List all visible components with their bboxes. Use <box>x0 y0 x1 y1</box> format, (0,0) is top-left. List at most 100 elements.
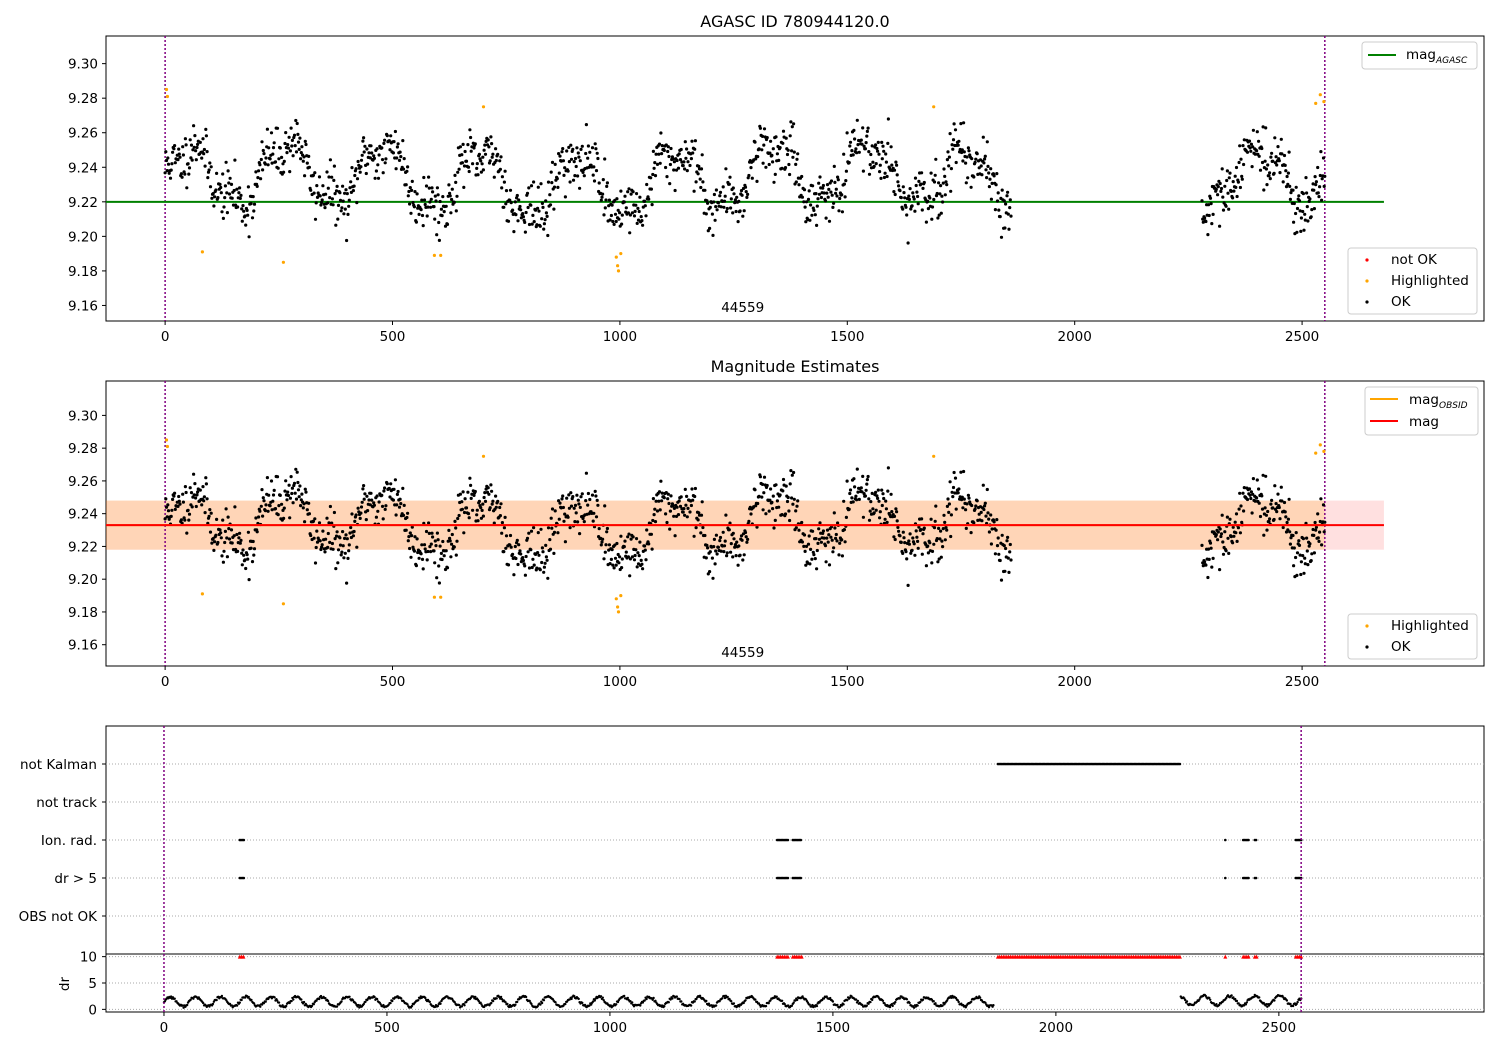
ok-point <box>325 516 329 520</box>
ok-point <box>212 204 216 208</box>
ok-point <box>914 183 918 188</box>
ok-point <box>1231 541 1235 545</box>
ok-point <box>410 179 414 183</box>
ok-point <box>654 499 658 503</box>
ok-point <box>367 151 371 155</box>
ok-point <box>502 205 506 209</box>
ok-point <box>998 558 1002 563</box>
ok-point <box>916 539 920 544</box>
ok-point <box>935 191 939 196</box>
ok-point <box>1305 549 1309 553</box>
ok-point <box>857 150 861 154</box>
ok-point <box>242 209 246 213</box>
ok-point <box>1250 165 1254 169</box>
ok-point <box>529 184 534 188</box>
ok-point <box>510 552 515 556</box>
ok-point <box>833 526 837 530</box>
ok-point <box>1221 208 1226 212</box>
ok-point <box>872 511 876 515</box>
ok-point <box>532 563 536 567</box>
ok-point <box>540 560 544 565</box>
ok-point <box>657 152 661 156</box>
dr-point <box>623 994 626 998</box>
ok-point <box>715 552 719 556</box>
y-tick-label: 0 <box>88 1002 97 1018</box>
ok-point <box>960 495 964 499</box>
ok-point <box>233 158 237 162</box>
ok-point <box>449 211 453 215</box>
ok-point <box>837 209 841 213</box>
ok-point <box>380 493 384 497</box>
dr-point <box>247 995 250 999</box>
ok-point <box>769 487 773 491</box>
ok-point <box>1226 536 1230 540</box>
ok-point <box>632 214 637 218</box>
ok-point <box>594 515 599 519</box>
ok-point <box>640 219 644 223</box>
ok-point <box>509 545 513 549</box>
ok-point <box>297 147 301 151</box>
ok-point <box>825 183 830 187</box>
ok-point <box>211 537 215 541</box>
ok-point <box>380 146 384 150</box>
ok-point <box>1226 191 1230 195</box>
highlighted-point <box>164 438 169 442</box>
ok-point <box>1299 572 1303 577</box>
ok-point <box>489 135 493 139</box>
ok-point <box>1281 525 1285 530</box>
ok-point <box>987 530 992 534</box>
highlighted-point <box>432 595 436 599</box>
dr-point <box>894 1000 897 1004</box>
ok-point <box>508 198 512 202</box>
ok-point <box>343 551 347 555</box>
ok-point <box>453 519 457 524</box>
ok-point <box>724 167 728 171</box>
ok-point <box>265 476 269 480</box>
ok-point <box>529 203 533 207</box>
ok-point <box>502 526 506 530</box>
ok-point <box>285 151 289 155</box>
ok-point <box>282 506 286 510</box>
ok-point <box>651 172 655 177</box>
ok-point <box>855 151 859 155</box>
dr-point <box>1296 1000 1299 1004</box>
ok-point <box>880 503 884 508</box>
ok-point <box>693 147 697 151</box>
ok-point <box>954 160 958 165</box>
ok-point <box>995 172 999 176</box>
ok-point <box>915 535 919 539</box>
highlighted-point <box>1314 451 1318 455</box>
dr-point <box>181 1004 184 1007</box>
dr-point <box>1217 1003 1221 1007</box>
ok-point <box>566 515 570 519</box>
ok-point <box>330 175 334 179</box>
ok-point <box>334 223 338 227</box>
ok-point <box>208 161 212 165</box>
ok-point <box>187 518 191 522</box>
ok-point <box>516 219 520 223</box>
x-tick-label: 500 <box>380 329 406 345</box>
ok-point <box>429 197 433 201</box>
ok-point <box>1245 150 1250 154</box>
ok-point <box>668 509 673 513</box>
ok-point <box>374 515 378 519</box>
y-tick-label: 9.16 <box>68 298 98 314</box>
y-tick-label: 9.24 <box>68 507 98 523</box>
ok-point <box>490 142 494 146</box>
ok-point <box>866 474 870 479</box>
ok-point <box>1317 195 1321 199</box>
ok-point <box>578 532 582 536</box>
ok-point <box>812 553 816 557</box>
dr-point <box>460 1005 464 1008</box>
ok-point <box>1292 546 1296 550</box>
ok-point <box>219 536 223 540</box>
ok-point <box>460 161 464 165</box>
ok-point <box>1301 209 1305 214</box>
ok-point <box>557 152 561 156</box>
ok-point <box>878 510 882 514</box>
ok-point <box>327 175 331 179</box>
ok-point <box>907 194 911 198</box>
ok-point <box>1303 562 1307 566</box>
dr-clipped-marker <box>1223 954 1228 959</box>
ok-point <box>429 205 433 209</box>
